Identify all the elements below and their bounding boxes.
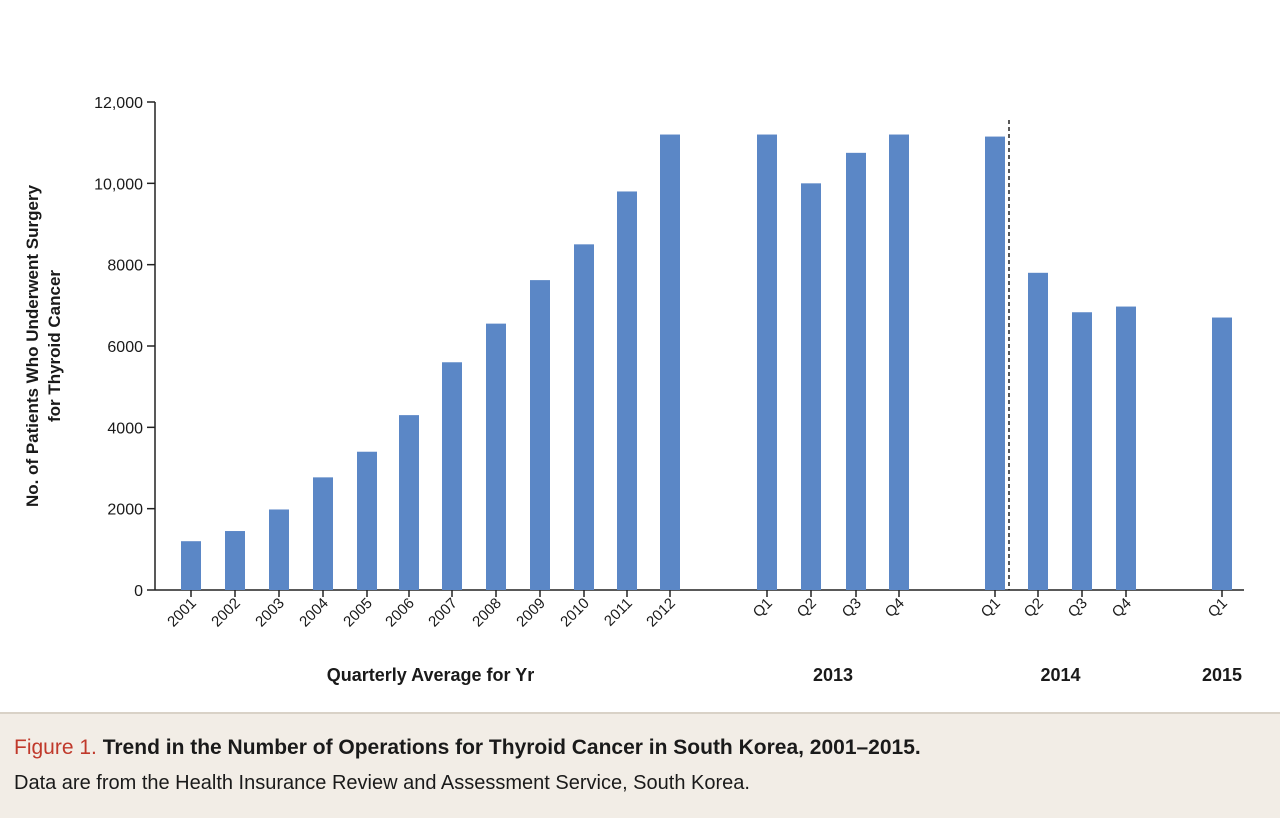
bar (357, 451, 377, 590)
y-tick-label: 4000 (107, 420, 143, 437)
caption-title-line: Figure 1. Trend in the Number of Operati… (14, 734, 1280, 762)
figure-caption: Figure 1. Trend in the Number of Operati… (0, 712, 1280, 818)
figure-label: Figure 1. (14, 736, 97, 759)
x-tick-label: 2002 (208, 595, 244, 631)
x-tick-label: 2006 (382, 595, 418, 631)
x-tick-label: 2007 (425, 595, 461, 631)
x-tick-label: Q3 (1065, 595, 1091, 621)
bar (1116, 306, 1136, 590)
x-tick-label: 2012 (643, 595, 679, 631)
bar (889, 134, 909, 591)
y-axis-label-line2: for Thyroid Cancer (45, 270, 64, 422)
bar (660, 134, 680, 591)
y-axis-label-line1: No. of Patients Who Underwent Surgery (23, 184, 42, 507)
bar (617, 191, 637, 590)
bar (486, 323, 506, 590)
bar (530, 280, 550, 590)
y-tick-label: 10,000 (94, 176, 143, 193)
axes: 0 2000 4000 6000 8000 10,000 12,000 (94, 95, 1244, 600)
ticks: 2001 2002 2003 2004 2005 2006 2007 2008 2009 2010… (164, 590, 1231, 630)
bars (181, 134, 1232, 591)
x-tick-label: 2001 (164, 595, 200, 631)
group-label: Quarterly Average for Yr (327, 665, 534, 685)
bar (1212, 317, 1232, 590)
x-tick-label: 2009 (513, 595, 549, 631)
y-tick-label: 8000 (107, 258, 143, 275)
x-tick-label: Q2 (794, 595, 820, 621)
bar (181, 541, 201, 590)
bar (1072, 312, 1092, 590)
group-label: 2014 (1040, 665, 1080, 685)
y-tick-label: 2000 (107, 502, 143, 519)
figure-title: Trend in the Number of Operations for Th… (102, 736, 921, 759)
bar (985, 136, 1005, 591)
bar-chart: No. of Patients Who Underwent Surgery fo… (23, 95, 1244, 685)
x-tick-label: Q3 (839, 595, 865, 621)
bar (574, 244, 594, 591)
bar (399, 415, 419, 590)
x-tick-label: 2010 (557, 595, 593, 631)
bar (757, 134, 777, 591)
y-tick-label: 0 (134, 583, 143, 600)
x-tick-label: 2008 (469, 595, 505, 631)
bar (801, 183, 821, 591)
bar (442, 362, 462, 590)
x-tick-label: Q1 (978, 595, 1004, 621)
x-tick-label: Q4 (1109, 595, 1135, 621)
bar (1028, 272, 1048, 590)
figure-note: Data are from the Health Insurance Revie… (14, 772, 750, 794)
y-axis-label: No. of Patients Who Underwent Surgery fo… (23, 184, 64, 507)
x-tick-label: Q2 (1021, 595, 1047, 621)
bar (313, 477, 333, 590)
bar (846, 152, 866, 591)
x-tick-label: Q4 (882, 595, 908, 621)
bar (225, 531, 245, 590)
x-tick-label: Q1 (1205, 595, 1231, 621)
bar (269, 509, 289, 590)
x-tick-label: 2003 (252, 595, 288, 631)
y-tick-label: 6000 (107, 339, 143, 356)
x-tick-label: 2005 (340, 595, 376, 631)
y-tick-label: 12,000 (94, 95, 143, 112)
x-tick-label: 2004 (296, 595, 332, 631)
group-label: 2013 (813, 665, 853, 685)
group-labels: Quarterly Average for Yr 2013 2014 2015 (327, 665, 1242, 685)
group-label: 2015 (1202, 665, 1242, 685)
x-tick-label: 2011 (601, 595, 636, 630)
x-tick-label: Q1 (750, 595, 776, 621)
